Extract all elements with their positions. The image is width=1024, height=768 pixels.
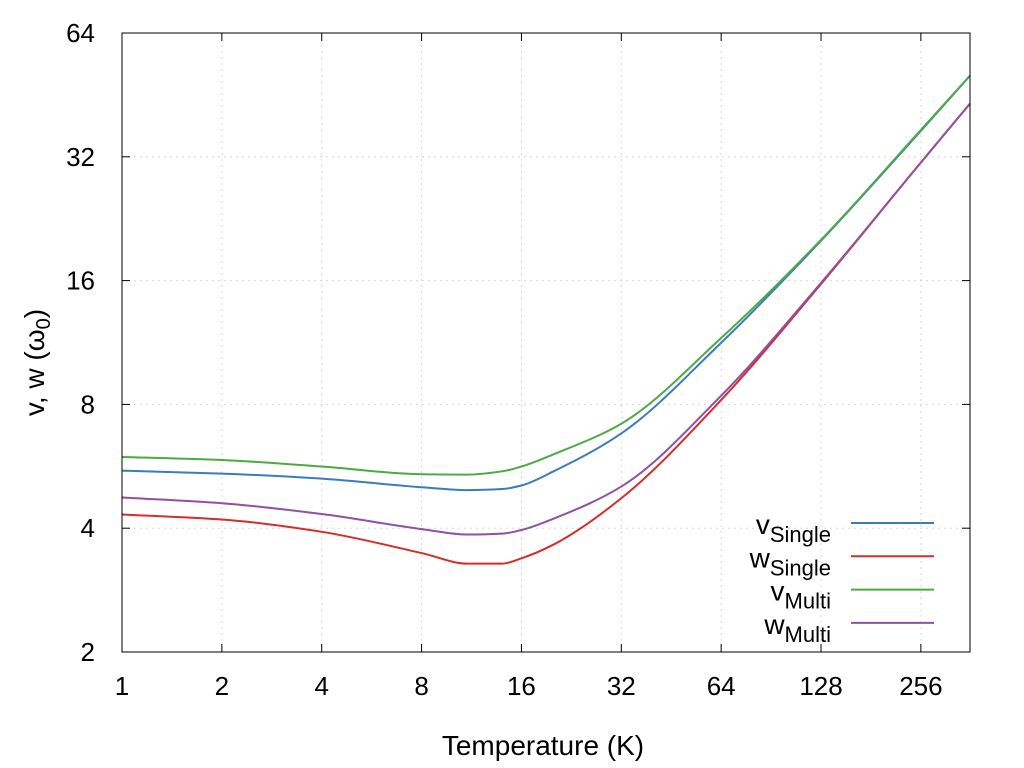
grid xyxy=(122,33,970,652)
x-tick-label: 8 xyxy=(414,671,428,701)
legend-symbol: v xyxy=(771,576,785,607)
x-tick-label: 256 xyxy=(899,671,942,701)
x-tick-label: 4 xyxy=(314,671,328,701)
legend-symbol: v xyxy=(756,509,770,540)
y-tick-label: 16 xyxy=(66,266,95,296)
legend-subscript: Single xyxy=(770,522,831,547)
series-line-w-multi xyxy=(121,102,971,536)
legend-symbol: w xyxy=(763,609,785,640)
y-tick-label: 2 xyxy=(81,637,95,667)
y-axis-title: v, w (ω0) xyxy=(19,309,55,416)
x-tick-label: 128 xyxy=(799,671,842,701)
series-lines xyxy=(121,74,971,565)
x-tick-label: 16 xyxy=(507,671,536,701)
legend-subscript: Single xyxy=(770,555,831,580)
legend-label-w-multi: wMulti xyxy=(763,609,831,647)
legend-symbol: w xyxy=(749,542,771,573)
x-tick-label: 2 xyxy=(215,671,229,701)
y-tick-label: 64 xyxy=(66,18,95,48)
series-line-v-single xyxy=(121,75,971,492)
legend-label-v-single: vSingle xyxy=(756,509,831,547)
plot-frame xyxy=(121,32,971,653)
legend-label-v-multi: vMulti xyxy=(771,576,831,614)
series-line-v-multi xyxy=(121,74,971,476)
x-tick-label: 64 xyxy=(707,671,736,701)
x-axis-title: Temperature (K) xyxy=(442,730,644,761)
series-line-w-single xyxy=(121,102,971,565)
legend-subscript: Multi xyxy=(785,589,831,614)
y-tick-label: 8 xyxy=(81,389,95,419)
legend-label-w-single: wSingle xyxy=(749,542,831,580)
x-tick-label: 1 xyxy=(115,671,129,701)
y-tick-label: 4 xyxy=(81,513,95,543)
x-tick-label: 32 xyxy=(607,671,636,701)
y-tick-label: 32 xyxy=(66,142,95,172)
legend-subscript: Multi xyxy=(785,622,831,647)
